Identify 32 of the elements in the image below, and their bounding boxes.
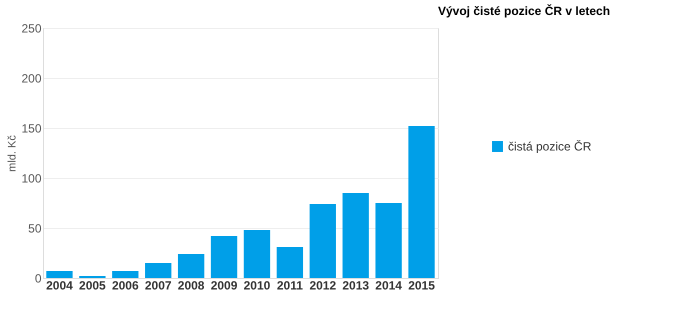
x-tick-label: 2008: [178, 278, 205, 292]
y-axis-title: mld. Kč: [6, 134, 18, 172]
y-tick-label: 100: [21, 172, 42, 186]
x-tick-label: 2013: [342, 278, 370, 292]
bar: [210, 236, 238, 278]
x-tick-label: 2015: [408, 278, 436, 292]
x-tick-label: 2009: [210, 278, 238, 292]
bar: [408, 126, 435, 278]
bar: [112, 271, 138, 278]
x-tick-label: 2014: [375, 278, 402, 292]
bar: [375, 203, 402, 278]
x-tick-label: 2005: [79, 278, 106, 292]
text: Vývoj čisté pozice ČR v letech: [438, 4, 610, 18]
y-tick-label: 0: [34, 272, 42, 286]
bar: [46, 271, 73, 278]
bar: [178, 254, 204, 278]
y-tick-label: 250: [21, 22, 42, 36]
x-tick-label: 2006: [112, 278, 139, 292]
y-tick-label: 50: [28, 222, 42, 236]
y-tick-label: 200: [21, 72, 42, 86]
bar: [342, 193, 369, 278]
y-tick-label: 150: [21, 122, 42, 136]
legend-label: čistá pozice ČR: [508, 140, 592, 154]
x-tick-label: 2012: [309, 278, 336, 292]
bar: [145, 263, 172, 278]
bar: [244, 230, 270, 278]
bar: [310, 204, 336, 278]
x-tick-label: 2010: [244, 278, 271, 292]
x-tick-label: 2004: [46, 278, 74, 292]
x-tick-label: 2011: [276, 278, 304, 292]
bar: [276, 247, 304, 278]
x-tick-label: 2007: [144, 278, 172, 292]
